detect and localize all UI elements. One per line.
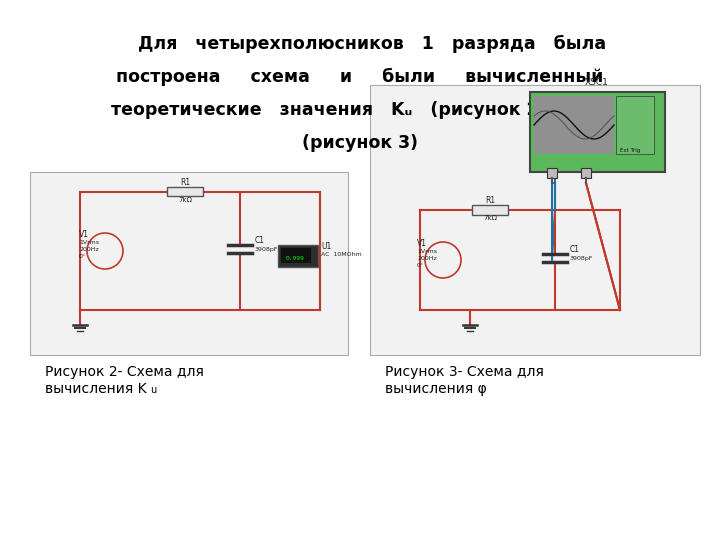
Text: 0°: 0° bbox=[417, 263, 424, 268]
Text: R1: R1 bbox=[485, 196, 495, 205]
Text: 3908pF: 3908pF bbox=[255, 247, 279, 252]
Text: Для   четырехполюсников   1   разряда   была: Для четырехполюсников 1 разряда была bbox=[114, 35, 606, 53]
Text: (рисунок 3): (рисунок 3) bbox=[302, 134, 418, 152]
Text: 1Vrms: 1Vrms bbox=[417, 249, 437, 254]
Text: u: u bbox=[150, 385, 156, 395]
Bar bbox=[281, 248, 311, 263]
Text: C1: C1 bbox=[570, 245, 580, 254]
Bar bbox=[616, 96, 654, 154]
Text: Рисунок 3- Схема для: Рисунок 3- Схема для bbox=[385, 365, 544, 379]
Text: V1: V1 bbox=[79, 230, 89, 239]
Text: C1: C1 bbox=[255, 236, 265, 245]
Text: 7kΩ: 7kΩ bbox=[178, 197, 192, 203]
Bar bbox=[167, 187, 203, 196]
Bar bbox=[472, 205, 508, 215]
Bar bbox=[534, 96, 614, 154]
Text: построена     схема     и     были     вычисленный: построена схема и были вычисленный bbox=[117, 68, 603, 86]
Text: вычисления K: вычисления K bbox=[45, 382, 147, 396]
Text: R1: R1 bbox=[180, 178, 190, 187]
Text: 1Vrms: 1Vrms bbox=[79, 240, 99, 245]
Bar bbox=[370, 85, 700, 355]
Text: V1: V1 bbox=[417, 239, 427, 248]
Bar bbox=[581, 168, 591, 178]
Text: AC  10MOhm: AC 10MOhm bbox=[321, 252, 361, 257]
Bar bbox=[278, 245, 318, 267]
Text: вычисления φ: вычисления φ bbox=[385, 382, 487, 396]
Text: 7kΩ: 7kΩ bbox=[483, 215, 497, 221]
Text: 0°: 0° bbox=[79, 254, 86, 259]
Text: теоретические   значения   Kᵤ   (рисунок 2)   и   φ: теоретические значения Kᵤ (рисунок 2) и … bbox=[112, 101, 608, 119]
Text: 3908pF: 3908pF bbox=[570, 256, 593, 261]
Text: Ext Trig: Ext Trig bbox=[620, 148, 640, 153]
Text: 0.999: 0.999 bbox=[286, 256, 305, 261]
Bar bbox=[530, 92, 665, 172]
Text: 200Hz: 200Hz bbox=[417, 256, 437, 261]
Bar bbox=[547, 168, 557, 178]
Bar bbox=[30, 172, 348, 355]
Text: Рисунок 2- Схема для: Рисунок 2- Схема для bbox=[45, 365, 204, 379]
Text: XSC1: XSC1 bbox=[585, 78, 609, 87]
Text: U1: U1 bbox=[321, 242, 331, 251]
Text: 200Hz: 200Hz bbox=[79, 247, 99, 252]
